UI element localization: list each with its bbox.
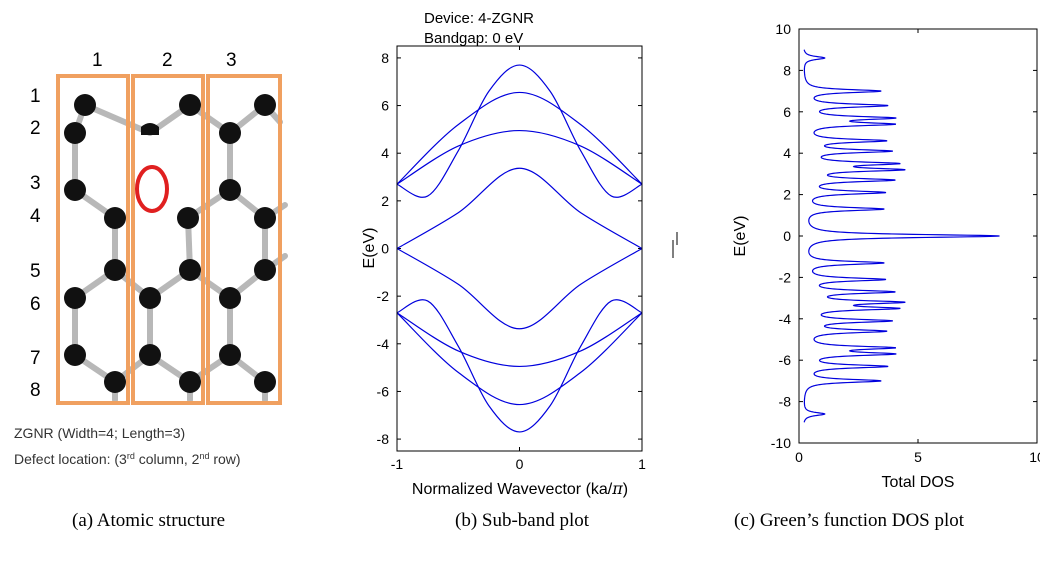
row-number: 5 — [30, 261, 41, 282]
bond-lines — [72, 102, 288, 403]
structure-caption-line2: Defect location: (3rd column, 2nd row) — [14, 451, 241, 467]
column-number: 2 — [162, 50, 173, 71]
band-line — [396, 247, 643, 330]
carbon-atom — [254, 259, 276, 281]
carbon-atom — [64, 287, 86, 309]
y-tick-label: -4 — [779, 311, 792, 327]
partial-atom — [141, 123, 159, 135]
carbon-atom — [219, 344, 241, 366]
x-tick-label: -1 — [391, 456, 404, 472]
column-number: 3 — [226, 50, 237, 71]
y-tick-label: -2 — [779, 269, 792, 285]
band-line — [396, 312, 643, 368]
column-numbers: 1 2 3 — [92, 50, 237, 71]
x-axis-label: Total DOS — [882, 474, 955, 491]
x-tick-label: 1 — [638, 456, 646, 472]
chart-ticks: -8 -6 -4 -2 0 2 4 6 8 -1 0 1 — [377, 46, 646, 472]
defect-marker — [135, 165, 169, 213]
atomic-structure-figure: 1 2 3 1 2 3 4 5 6 7 8 ZGNR (Width=4; Len… — [14, 50, 288, 467]
carbon-atom — [179, 371, 201, 393]
unit-cell-frame — [206, 74, 282, 405]
caption-c: (c) Green’s function DOS plot — [734, 510, 965, 531]
carbon-atom — [139, 287, 161, 309]
carbon-atom — [104, 259, 126, 281]
carbon-atom — [104, 207, 126, 229]
carbon-atom — [104, 371, 126, 393]
structure-caption-line1: ZGNR (Width=4; Length=3) — [14, 425, 185, 441]
bond — [82, 102, 153, 136]
x-axis-label: Normalized Wavevector (ka/π) — [412, 479, 628, 498]
dos-curve — [803, 49, 1000, 423]
carbon-atom — [254, 207, 276, 229]
band-line — [396, 91, 643, 185]
band-line — [396, 167, 643, 250]
carbon-atom — [177, 207, 199, 229]
caption-b: (b) Sub-band plot — [455, 510, 590, 531]
x-tick-label: 10 — [1029, 449, 1040, 465]
plot-frame — [798, 28, 1038, 444]
carbon-atom — [219, 287, 241, 309]
row-number: 7 — [30, 348, 41, 369]
y-tick-label: 4 — [381, 145, 389, 161]
unit-cell-frames — [56, 74, 282, 405]
x-tick-label: 0 — [795, 449, 803, 465]
row-number: 1 — [30, 86, 41, 107]
x-tick-label: 0 — [516, 456, 524, 472]
row-number: 6 — [30, 294, 41, 315]
row-number: 4 — [30, 206, 41, 227]
y-tick-label: 6 — [783, 104, 791, 120]
y-tick-label: 8 — [381, 50, 389, 66]
carbon-atom — [179, 94, 201, 116]
carbon-atom — [219, 179, 241, 201]
unit-cell-frame — [131, 74, 205, 405]
plot-frame — [396, 45, 643, 452]
band-line — [396, 312, 643, 406]
unit-cell-frame — [56, 74, 130, 405]
dos-chart: -10 -8 -6 -4 -2 0 2 4 6 8 10 0 5 10 E(eV) Total DOS — [732, 21, 1040, 491]
carbon-atoms — [64, 94, 276, 393]
carbon-atom — [74, 94, 96, 116]
carbon-atom — [139, 344, 161, 366]
caption-a: (a) Atomic structure — [72, 510, 226, 531]
y-tick-label: 4 — [783, 145, 791, 161]
y-tick-label: 2 — [381, 193, 389, 209]
y-tick-label: -10 — [771, 435, 791, 451]
chart-title-line1: Device: 4-ZGNR — [424, 10, 534, 27]
y-tick-label: 0 — [783, 228, 791, 244]
y-tick-label: 0 — [381, 241, 389, 257]
y-tick-label: -8 — [377, 431, 390, 447]
band-lines — [396, 64, 643, 433]
subband-chart: Device: 4-ZGNR Bandgap: 0 eV -8 -6 -4 -2 0 2 4… — [361, 10, 678, 498]
carbon-atom — [179, 259, 201, 281]
row-number: 8 — [30, 380, 41, 401]
x-tick-label: 5 — [914, 449, 922, 465]
band-line — [396, 64, 643, 198]
y-tick-label: -6 — [377, 383, 390, 399]
chart-title-line2: Bandgap: 0 eV — [424, 30, 523, 47]
carbon-atom — [254, 371, 276, 393]
y-tick-label: 6 — [381, 98, 389, 114]
y-tick-label: -2 — [377, 288, 390, 304]
y-tick-label: -4 — [377, 336, 390, 352]
y-tick-label: -6 — [779, 352, 792, 368]
carbon-atom — [64, 122, 86, 144]
carbon-atom — [64, 344, 86, 366]
band-line — [396, 299, 643, 433]
y-tick-label: -8 — [779, 394, 792, 410]
y-axis-label: E(eV) — [361, 228, 378, 269]
y-tick-label: 8 — [783, 62, 791, 78]
row-number: 2 — [30, 118, 41, 139]
chart-ticks: -10 -8 -6 -4 -2 0 2 4 6 8 10 0 5 10 — [771, 21, 1040, 465]
y-tick-label: 10 — [775, 21, 791, 37]
column-number: 1 — [92, 50, 103, 71]
band-line — [396, 129, 643, 185]
row-numbers: 1 2 3 4 5 6 7 8 — [30, 86, 41, 401]
carbon-atom — [64, 179, 86, 201]
carbon-atom — [219, 122, 241, 144]
clipped-axis-fragment — [672, 232, 678, 258]
y-tick-label: 2 — [783, 187, 791, 203]
y-axis-label: E(eV) — [732, 216, 749, 257]
row-number: 3 — [30, 173, 41, 194]
carbon-atom — [254, 94, 276, 116]
